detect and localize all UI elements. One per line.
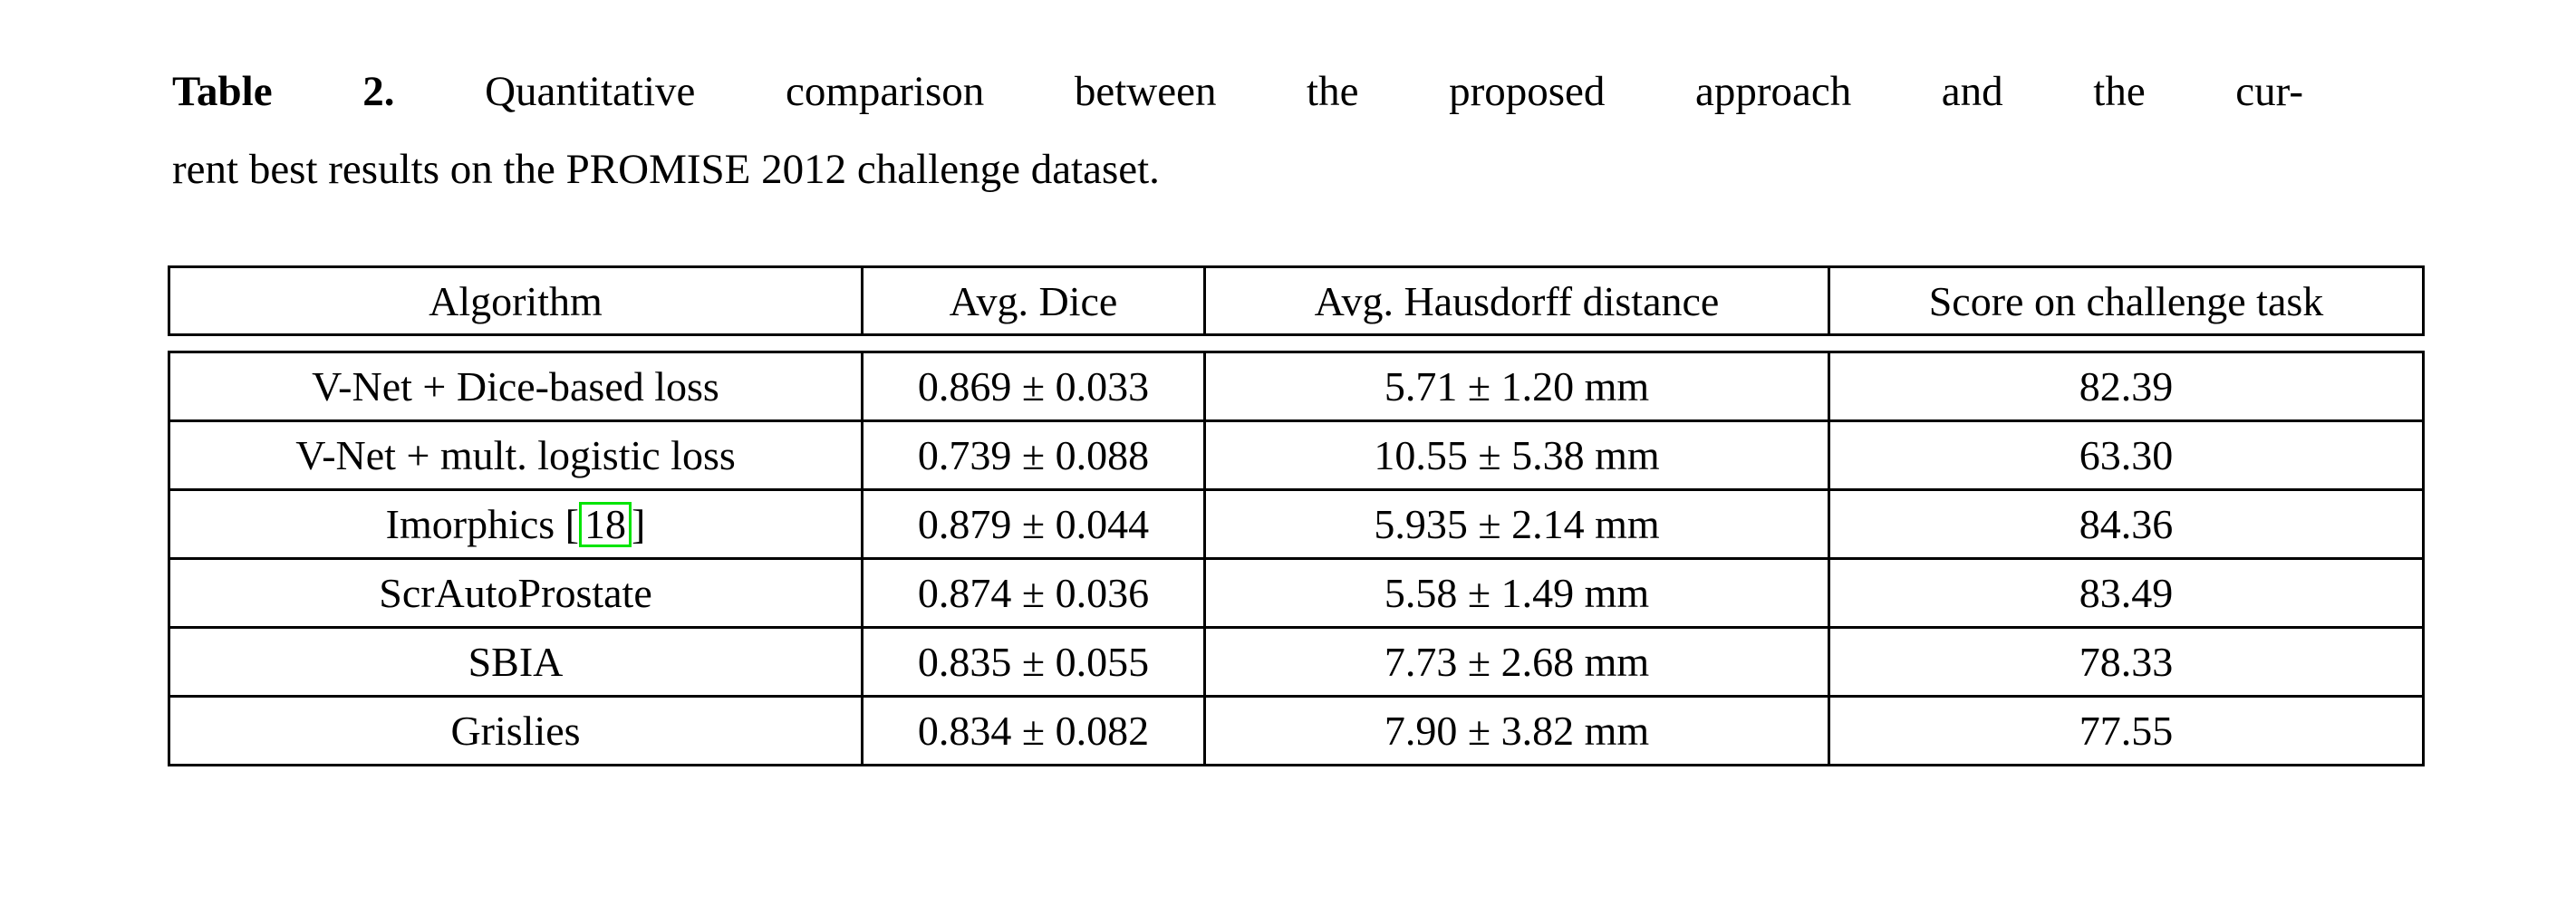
cell-avg-hausdorff: 7.90 ± 3.82 mm [1203, 695, 1830, 766]
algorithm-name: Imorphics [385, 501, 555, 547]
table-row: Imorphics [18] 0.879 ± 0.044 5.935 ± 2.1… [168, 488, 2425, 560]
cell-algorithm: V-Net + Dice-based loss [168, 351, 863, 422]
column-header-score: Score on challenge task [1828, 265, 2425, 336]
cell-algorithm: ScrAutoProstate [168, 557, 863, 629]
citation-18: [18] [564, 501, 646, 547]
column-header-algorithm: Algorithm [168, 265, 863, 336]
cell-avg-dice: 0.869 ± 0.033 [861, 351, 1206, 422]
cell-score: 63.30 [1828, 419, 2425, 491]
table-row: V-Net + Dice-based loss 0.869 ± 0.033 5.… [168, 351, 2425, 422]
citation-bracket-close: ] [632, 501, 646, 547]
cell-avg-dice: 0.879 ± 0.044 [861, 488, 1206, 560]
cell-avg-dice: 0.874 ± 0.036 [861, 557, 1206, 629]
citation-bracket-open: [ [564, 501, 579, 547]
cell-algorithm: Grislies [168, 695, 863, 766]
table-row: Grislies 0.834 ± 0.082 7.90 ± 3.82 mm 77… [168, 695, 2425, 766]
cell-avg-hausdorff: 5.935 ± 2.14 mm [1203, 488, 1830, 560]
table-caption-line2: rent best results on the PROMISE 2012 ch… [172, 146, 1160, 193]
cell-score: 82.39 [1828, 351, 2425, 422]
column-header-avg-hausdorff: Avg. Hausdorff distance [1203, 265, 1830, 336]
table-caption-text: Quantitative comparison between the prop… [485, 68, 2304, 115]
cell-avg-dice: 0.834 ± 0.082 [861, 695, 1206, 766]
header-row: Algorithm Avg. Dice Avg. Hausdorff dista… [168, 265, 2425, 336]
cell-avg-dice: 0.835 ± 0.055 [861, 626, 1206, 698]
results-table-header: Algorithm Avg. Dice Avg. Hausdorff dista… [168, 265, 2425, 336]
cell-algorithm: SBIA [168, 626, 863, 698]
citation-link-18[interactable]: 18 [579, 502, 632, 547]
cell-score: 77.55 [1828, 695, 2425, 766]
table-row: SBIA 0.835 ± 0.055 7.73 ± 2.68 mm 78.33 [168, 626, 2425, 698]
results-table-body: V-Net + Dice-based loss 0.869 ± 0.033 5.… [168, 351, 2425, 766]
table-row: V-Net + mult. logistic loss 0.739 ± 0.08… [168, 419, 2425, 491]
results-table: Algorithm Avg. Dice Avg. Hausdorff dista… [168, 265, 2425, 766]
cell-score: 83.49 [1828, 557, 2425, 629]
column-header-avg-dice: Avg. Dice [861, 265, 1206, 336]
cell-score: 84.36 [1828, 488, 2425, 560]
table-caption-label: Table 2. [172, 68, 395, 115]
table-caption-line1: Table 2. Quantitative comparison between… [172, 53, 2303, 130]
cell-avg-dice: 0.739 ± 0.088 [861, 419, 1206, 491]
cell-algorithm: V-Net + mult. logistic loss [168, 419, 863, 491]
cell-avg-hausdorff: 7.73 ± 2.68 mm [1203, 626, 1830, 698]
cell-algorithm: Imorphics [18] [168, 488, 863, 560]
cell-avg-hausdorff: 5.58 ± 1.49 mm [1203, 557, 1830, 629]
cell-avg-hausdorff: 10.55 ± 5.38 mm [1203, 419, 1830, 491]
table-caption: Table 2. Quantitative comparison between… [172, 53, 2303, 208]
cell-score: 78.33 [1828, 626, 2425, 698]
cell-avg-hausdorff: 5.71 ± 1.20 mm [1203, 351, 1830, 422]
table-row: ScrAutoProstate 0.874 ± 0.036 5.58 ± 1.4… [168, 557, 2425, 629]
